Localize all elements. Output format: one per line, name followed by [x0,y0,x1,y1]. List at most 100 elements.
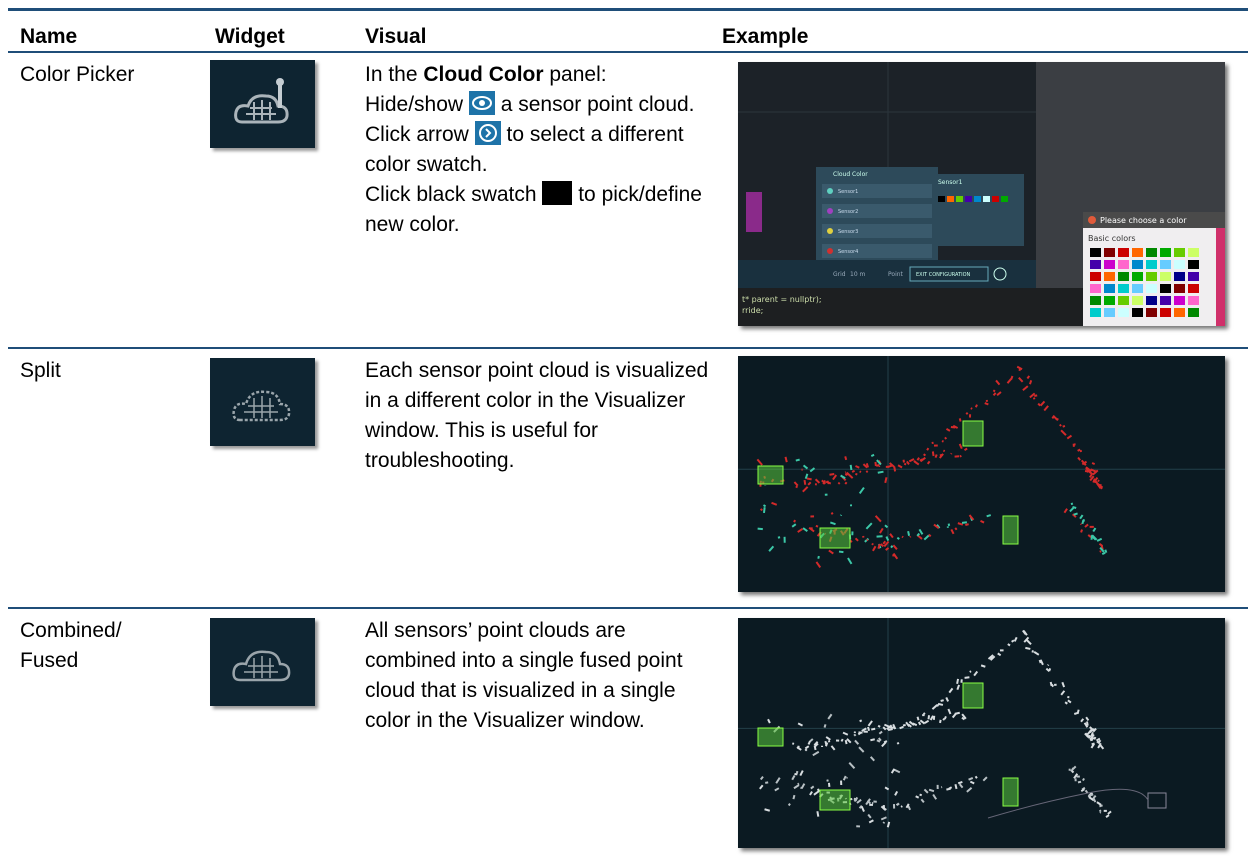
point-stroke [1070,767,1075,773]
point-stroke [887,728,893,732]
color-swatch [1090,284,1101,293]
visual-cell: In the Cloud Color panel: Hide/show a se… [365,60,710,240]
point-stroke [847,557,853,565]
point-stroke [876,459,882,466]
point-stroke [1089,475,1095,482]
color-swatch [1188,248,1199,257]
point-stroke [948,687,954,694]
widget-icon [210,60,315,148]
point-stroke [984,402,989,406]
point-stroke [1018,377,1024,383]
point-stroke [830,745,836,751]
point-stroke [1092,469,1099,476]
point-stroke [877,543,881,550]
point-stroke [808,526,815,533]
swatch-mini [956,196,963,202]
color-swatch [1118,296,1129,305]
point-stroke [956,684,961,691]
point-stroke [933,523,940,529]
point-stroke [877,470,884,474]
point-stroke [1098,743,1105,750]
point-stroke [996,391,1002,396]
point-stroke [961,716,966,721]
point-stroke [1023,636,1030,643]
text: to select a different color swatch. [365,123,684,176]
point-stroke [1087,534,1092,538]
sensor-name: Sensor1 [838,189,858,195]
point-stroke [1082,518,1086,523]
point-stroke [871,542,874,546]
bounding-box [757,727,784,747]
color-swatch [1118,284,1129,293]
point-stroke [807,740,811,745]
point-stroke [870,738,875,742]
color-swatch [1090,272,1101,281]
point-stroke [825,742,829,747]
point-stroke [810,785,815,790]
point-stroke [1098,809,1102,813]
header-cell: Example [722,25,809,48]
point-stroke [784,456,788,463]
fused-screenshot [738,618,1225,848]
bounding-box [1002,777,1019,807]
point-stroke [867,813,872,819]
text: Click arrow [365,123,475,146]
point-stroke [866,538,869,542]
point-stroke [1089,734,1092,737]
point-stroke [992,392,997,397]
point-stroke [883,540,890,548]
color-swatch [1104,308,1115,317]
color-swatch [1160,260,1171,269]
point-stroke [885,536,890,541]
color-swatch [1132,260,1143,269]
color-swatch [1160,296,1171,305]
point-stroke [939,453,943,457]
point-stroke [1099,811,1102,814]
point-stroke [1060,429,1067,436]
point-stroke [957,522,964,526]
point-stroke [1033,650,1040,656]
point-stroke [865,798,871,806]
point-stroke [1031,650,1034,653]
bold-text: Cloud Color [423,63,544,86]
point-stroke [961,713,967,720]
point-stroke [1097,483,1102,487]
point-stroke [1095,737,1101,742]
point-stroke [908,458,915,463]
bounding-box [1002,515,1019,545]
point-stroke [848,761,856,770]
point-stroke [919,456,926,463]
visual-cell: Each sensor point cloud is visualized in… [365,359,709,472]
color-swatch [1146,308,1157,317]
point-stroke [825,736,831,741]
point-stroke [929,715,934,721]
point-stroke [943,715,947,720]
dialog-title: Please choose a color [1100,216,1187,225]
point-stroke [945,697,950,702]
point-stroke [1084,732,1090,738]
sensor-row [822,184,932,198]
point-stroke [860,805,865,812]
point-stroke [884,786,890,791]
point-stroke [896,536,900,540]
point-stroke [1090,743,1095,749]
point-stroke [909,535,912,538]
widget-icon [210,358,315,446]
point-stroke [797,528,804,533]
color-swatch [1090,260,1101,269]
text: Click black swatch [365,183,543,206]
point-stroke [882,821,886,824]
point-stroke [1092,797,1097,803]
point-stroke [830,521,836,526]
point-stroke [1026,375,1031,380]
point-stroke [855,465,860,469]
point-stroke [1091,534,1098,541]
point-stroke [964,676,970,679]
point-stroke [1072,506,1077,509]
point-stroke [799,770,804,777]
point-stroke [886,821,891,828]
color-swatch [1132,296,1143,305]
point-stroke [917,721,922,726]
point-stroke [1061,681,1066,688]
point-stroke [855,472,858,476]
